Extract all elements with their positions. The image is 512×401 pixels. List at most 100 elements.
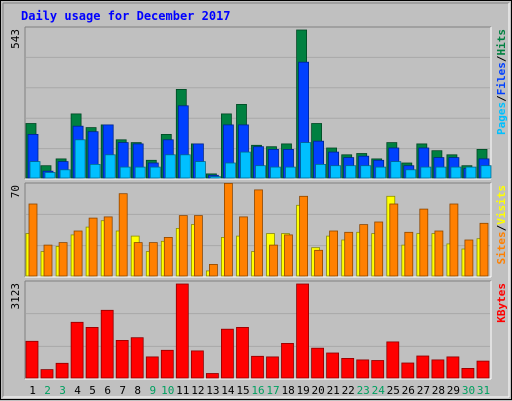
bar-kbytes-day-14 [220, 328, 234, 379]
day-label-7: 7 [119, 384, 126, 397]
bar-pages-day-11 [179, 154, 191, 179]
bar-sites-day-6 [103, 216, 113, 277]
chart-title: Daily usage for December 2017 [21, 9, 231, 23]
bar-sites-day-1 [28, 203, 38, 277]
bar-kbytes-day-26 [401, 362, 415, 379]
bar-pages-day-18 [285, 166, 296, 179]
bar-kbytes-day-21 [326, 352, 340, 379]
day-label-4: 4 [74, 384, 81, 397]
bar-kbytes-day-13 [205, 373, 219, 379]
panel-hits-legend: Pages/Files/Hits [495, 29, 508, 135]
legend-separator: / [495, 95, 508, 102]
day-label-17: 17 [266, 384, 279, 397]
bar-pages-day-8 [134, 166, 146, 179]
bar-kbytes-day-5 [85, 326, 99, 379]
bar-pages-day-23 [360, 165, 372, 179]
legend-kbytes: KBytes [495, 283, 508, 323]
bar-pages-day-16 [255, 165, 266, 179]
bar-sites-day-7 [118, 193, 128, 277]
bar-pages-day-6 [104, 154, 116, 179]
panel-kbytes-legend: KBytes [495, 283, 508, 323]
bar-kbytes-day-6 [100, 309, 114, 379]
day-label-3: 3 [59, 384, 66, 397]
bar-pages-day-14 [224, 162, 236, 179]
bar-sites-day-28 [434, 230, 444, 277]
bar-sites-day-20 [314, 249, 324, 277]
bar-pages-day-27 [420, 166, 432, 179]
bar-pages-day-5 [89, 163, 101, 179]
bar-kbytes-day-8 [130, 337, 144, 379]
bar-pages-day-25 [390, 161, 402, 179]
bar-kbytes-day-15 [236, 326, 249, 379]
bar-pages-day-1 [29, 161, 41, 179]
day-label-14: 14 [221, 384, 235, 397]
day-label-18: 18 [281, 384, 294, 397]
bar-pages-day-19 [300, 142, 312, 179]
legend-separator: / [495, 55, 508, 62]
bar-pages-day-24 [375, 166, 387, 179]
day-label-20: 20 [311, 384, 324, 397]
bar-kbytes-day-1 [25, 340, 39, 379]
day-label-22: 22 [342, 384, 355, 397]
bar-sites-day-15 [239, 216, 248, 277]
bar-pages-day-3 [59, 169, 71, 179]
day-label-19: 19 [296, 384, 309, 397]
bar-sites-day-23 [359, 224, 369, 277]
bar-kbytes-day-28 [431, 359, 445, 379]
bar-kbytes-day-3 [55, 362, 69, 379]
bar-sites-day-22 [344, 231, 354, 277]
bar-sites-day-14 [223, 182, 233, 277]
bar-pages-day-30 [465, 166, 477, 179]
bar-pages-day-26 [405, 169, 417, 179]
bar-kbytes-day-10 [160, 349, 174, 379]
bar-sites-day-17 [269, 244, 278, 277]
day-label-8: 8 [134, 384, 141, 397]
bar-pages-day-4 [74, 139, 86, 179]
bar-kbytes-day-2 [40, 369, 54, 379]
bar-pages-day-9 [149, 166, 161, 179]
bar-sites-day-10 [163, 236, 173, 277]
bar-pages-day-10 [164, 154, 176, 179]
bar-sites-day-11 [178, 215, 188, 277]
day-label-9: 9 [149, 384, 156, 397]
bar-sites-day-3 [58, 242, 68, 277]
bar-pages-day-31 [480, 165, 492, 179]
day-label-24: 24 [372, 384, 386, 397]
day-label-13: 13 [206, 384, 219, 397]
bar-pages-day-22 [345, 165, 357, 179]
day-label-11: 11 [176, 384, 189, 397]
day-label-16: 16 [251, 384, 264, 397]
bar-kbytes-day-20 [311, 347, 325, 379]
bar-sites-day-2 [43, 244, 53, 277]
bar-sites-day-4 [73, 230, 83, 277]
bar-sites-day-5 [88, 217, 98, 277]
bar-kbytes-day-24 [371, 360, 385, 379]
day-label-31: 31 [477, 384, 490, 397]
bar-sites-day-30 [464, 239, 474, 277]
day-label-28: 28 [432, 384, 445, 397]
bar-sites-day-29 [449, 203, 459, 277]
panel-visits-legend: Sites/Visits [495, 185, 508, 265]
bar-sites-day-26 [404, 231, 414, 277]
legend-sites: Sites [495, 231, 508, 264]
bar-sites-day-13 [208, 263, 218, 277]
bar-sites-day-21 [329, 230, 339, 277]
bar-kbytes-day-29 [446, 356, 460, 379]
day-label-26: 26 [402, 384, 415, 397]
bar-pages-day-7 [119, 166, 131, 179]
bar-kbytes-day-25 [386, 341, 400, 379]
day-label-25: 25 [387, 384, 400, 397]
day-label-2: 2 [44, 384, 51, 397]
legend-files: Files [495, 62, 508, 95]
x-axis-day-labels: 1 2 3 4 5 6 7 8 9 10 11 12 13 14 15 16 17 18 19 20 21 22 23 24 2… [29, 384, 490, 397]
legend-hits: Hits [495, 29, 508, 56]
bar-kbytes-day-12 [190, 350, 204, 379]
day-label-21: 21 [327, 384, 340, 397]
panel-visits-ymax-label: 70 [9, 185, 22, 198]
bar-sites-day-8 [133, 242, 143, 277]
bar-kbytes-day-17 [266, 356, 279, 379]
bar-pages-day-21 [330, 165, 342, 179]
bar-pages-day-29 [450, 166, 462, 179]
bar-sites-day-9 [148, 242, 158, 277]
